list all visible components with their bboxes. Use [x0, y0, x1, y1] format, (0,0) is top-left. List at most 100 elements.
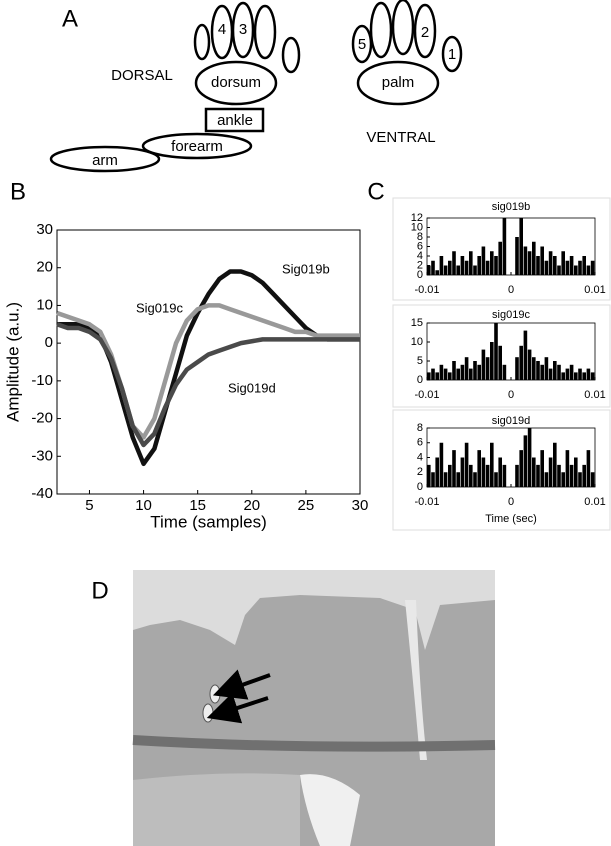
x-tick-label: -0.01: [414, 496, 439, 508]
ventricle: [300, 774, 360, 846]
background-region: [133, 570, 495, 650]
x-tick-label: -0.01: [414, 284, 439, 296]
toe: [193, 23, 211, 61]
bar: [523, 330, 528, 380]
dorsum-shape: [194, 60, 278, 106]
bar: [452, 361, 456, 380]
bar: [540, 246, 544, 275]
bar: [485, 464, 490, 487]
bar: [578, 368, 582, 380]
bar: [544, 260, 549, 275]
bar: [460, 364, 465, 380]
y-tick-label: 6: [417, 437, 423, 449]
y-tick-label: 20: [36, 259, 53, 276]
y-tick-label: 2: [417, 466, 423, 478]
bar: [431, 260, 435, 275]
y-tick-label: -20: [31, 410, 53, 427]
bar: [443, 265, 448, 275]
bar: [569, 464, 574, 487]
x-tick-label: 10: [135, 497, 152, 514]
bar: [586, 265, 591, 275]
bar: [544, 472, 549, 487]
subplot-title: sig019c: [492, 309, 530, 321]
bar: [473, 472, 477, 487]
toe: [281, 36, 301, 74]
bar: [498, 241, 502, 275]
bar: [536, 361, 540, 380]
bar: [515, 357, 519, 380]
arrow: [212, 669, 271, 700]
x-tick-label: 0: [508, 389, 514, 401]
bar: [590, 260, 595, 275]
toe: [391, 0, 415, 56]
bar: [443, 472, 448, 487]
y-tick-label: 2: [417, 259, 423, 271]
bar: [469, 251, 473, 275]
bar: [427, 372, 431, 380]
x-tick-label: 25: [298, 497, 315, 514]
bar: [578, 260, 582, 275]
bar: [456, 472, 460, 487]
bar: [439, 256, 444, 275]
series-line: [56, 303, 360, 440]
midline: [405, 600, 427, 760]
lesion: [209, 684, 221, 704]
bar: [557, 464, 561, 487]
arm-shape: [49, 145, 161, 173]
bar: [481, 246, 486, 275]
bar: [532, 357, 536, 380]
bar: [590, 472, 595, 487]
panel-label: B: [10, 178, 26, 205]
y-tick-label: 30: [36, 221, 53, 238]
bar: [494, 256, 498, 275]
bar: [427, 265, 431, 275]
bar: [481, 349, 486, 380]
bar: [561, 472, 565, 487]
y-tick-label: 10: [36, 296, 53, 313]
lesion: [202, 703, 214, 723]
bar: [515, 464, 519, 487]
bar: [448, 260, 452, 275]
bar: [582, 464, 586, 487]
bar: [565, 260, 570, 275]
bar: [443, 368, 448, 380]
bar: [532, 457, 536, 487]
bar: [502, 364, 507, 380]
bar: [536, 464, 540, 487]
bar: [473, 265, 477, 275]
bar: [494, 323, 498, 380]
toe: [351, 24, 373, 64]
bar: [553, 256, 557, 275]
forearm-shape: [141, 132, 253, 160]
bar: [485, 357, 490, 380]
y-tick-label: 15: [411, 317, 423, 329]
ankle-box: [204, 107, 265, 133]
bar: [485, 260, 490, 275]
panel-label: A: [62, 5, 78, 32]
bar: [548, 251, 553, 275]
bar: [464, 442, 469, 487]
bar: [548, 457, 553, 487]
series-line: [56, 322, 360, 448]
x-tick-label: 30: [352, 497, 369, 514]
bar: [439, 364, 444, 380]
bar: [586, 368, 591, 380]
bar: [456, 368, 460, 380]
bar: [494, 472, 498, 487]
toe: [253, 4, 277, 60]
bar: [519, 450, 523, 487]
bar: [431, 472, 435, 487]
bar: [439, 442, 444, 487]
bar: [519, 345, 523, 380]
bar: [582, 372, 586, 380]
series-label: Sig019d: [228, 380, 276, 395]
bar: [477, 256, 481, 275]
toe: [413, 3, 437, 59]
subplot-border: [392, 409, 611, 531]
x-tick-label: 15: [189, 497, 206, 514]
bar: [435, 457, 439, 487]
y-tick-label: 8: [417, 231, 423, 243]
node-label: 4: [218, 21, 226, 38]
y-tick-label: 5: [417, 355, 423, 367]
subplot-border: [392, 304, 611, 408]
